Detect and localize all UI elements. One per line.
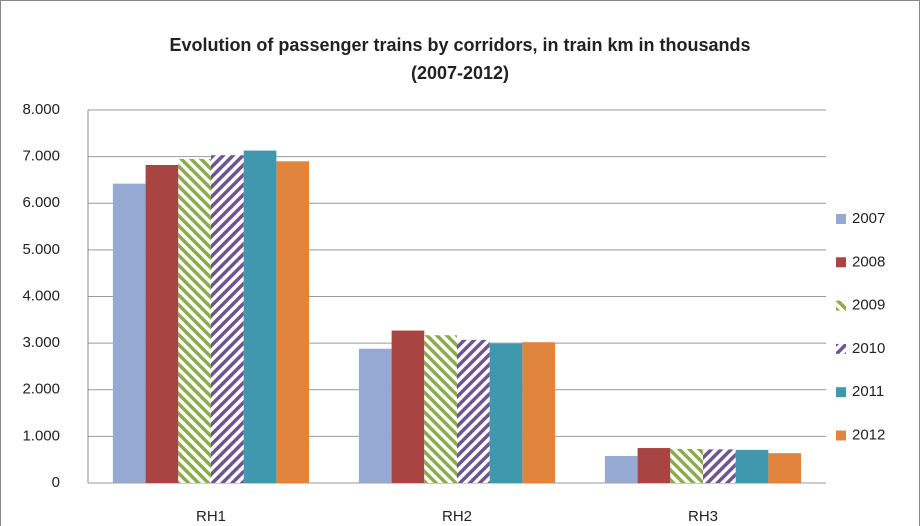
bar bbox=[276, 161, 310, 483]
bar bbox=[735, 449, 769, 483]
bar bbox=[424, 335, 457, 483]
legend-label: 2011 bbox=[852, 383, 884, 400]
legend-swatch bbox=[836, 257, 846, 268]
y-tick-label: 2.000 bbox=[22, 381, 60, 398]
y-tick-label: 8.000 bbox=[22, 101, 60, 118]
y-tick-label: 3.000 bbox=[22, 334, 60, 351]
y-tick-label: 1.000 bbox=[22, 427, 60, 444]
y-tick-label: 5.000 bbox=[22, 241, 60, 258]
legend-swatch bbox=[836, 300, 846, 311]
legend-swatch bbox=[836, 430, 846, 441]
y-tick-label: 0 bbox=[52, 474, 60, 491]
legend-label: 2007 bbox=[852, 210, 885, 227]
bar bbox=[637, 448, 671, 483]
legend-label: 2012 bbox=[852, 426, 885, 443]
legend-swatch bbox=[836, 343, 846, 354]
bar bbox=[391, 330, 425, 483]
chart-title: Evolution of passenger trains by corrido… bbox=[169, 35, 750, 55]
y-tick-label: 4.000 bbox=[22, 287, 60, 304]
x-tick-label: RH2 bbox=[442, 508, 472, 525]
bar bbox=[112, 183, 146, 484]
bar bbox=[211, 155, 244, 483]
bar bbox=[358, 348, 392, 483]
y-tick-label: 7.000 bbox=[22, 148, 60, 165]
bar bbox=[670, 448, 703, 483]
legend-label: 2010 bbox=[852, 340, 885, 357]
bar bbox=[522, 342, 556, 483]
legend-label: 2008 bbox=[852, 253, 885, 270]
bar bbox=[457, 339, 490, 483]
legend-swatch bbox=[836, 214, 846, 224]
bar bbox=[243, 150, 277, 483]
y-tick-label: 6.000 bbox=[22, 194, 60, 211]
chart-title: (2007-2012) bbox=[411, 63, 509, 83]
x-tick-label: RH1 bbox=[196, 508, 226, 525]
legend-swatch bbox=[836, 387, 846, 398]
bar bbox=[768, 453, 802, 483]
x-tick-label: RH3 bbox=[688, 508, 718, 525]
legend-label: 2009 bbox=[852, 297, 885, 314]
bar bbox=[489, 343, 523, 483]
bar bbox=[703, 449, 736, 483]
bar bbox=[145, 165, 179, 483]
bar bbox=[178, 158, 211, 484]
bar bbox=[604, 455, 638, 483]
